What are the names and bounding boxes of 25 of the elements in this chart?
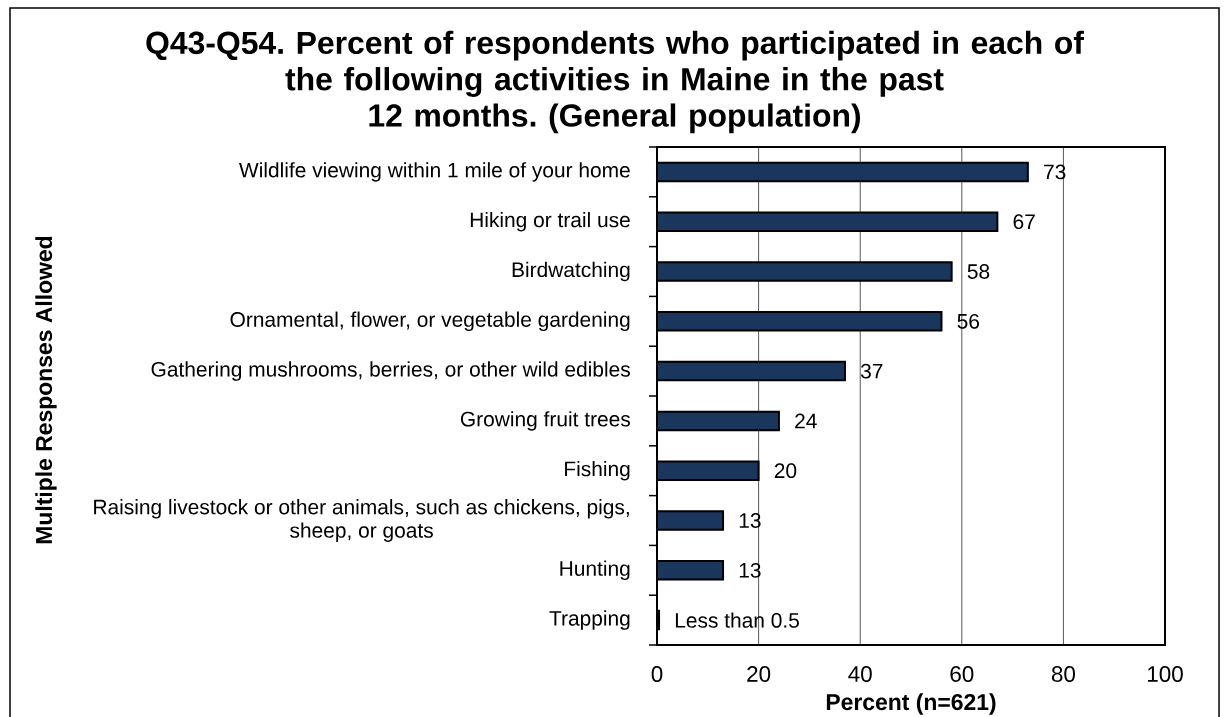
y-tick-label: Birdwatching — [512, 261, 630, 282]
data-label: 24 — [795, 413, 817, 429]
y-tick-label: Trapping — [549, 610, 630, 630]
data-label: 20 — [774, 463, 797, 479]
x-tick-label: 40 — [848, 666, 872, 682]
x-axis-title: Percent (n=621) — [826, 693, 996, 715]
y-tick-label: Gathering mushrooms, berries, or other wild edibles — [151, 361, 630, 381]
x-tick-label: 80 — [1051, 666, 1075, 682]
x-tick-label: 20 — [747, 666, 771, 682]
data-label: 37 — [860, 363, 883, 379]
y-tick-label: Ornamental, flower, or vegetable gardening — [230, 311, 630, 332]
data-label: 56 — [957, 313, 980, 329]
y-tick-label: Wildlife viewing within 1 mile of your home — [239, 162, 630, 182]
y-tick-label: Hunting — [560, 560, 630, 581]
data-label: 58 — [967, 264, 990, 279]
y-axis-title: Multiple Responses Allowed — [35, 236, 57, 544]
x-tick-label: 0 — [651, 666, 663, 682]
data-label: 67 — [1013, 214, 1035, 230]
chart-title: Q43-Q54. Percent of respondents who participated in each of the following activities in Maine in the past 12 months. (General population) — [146, 30, 1084, 134]
y-tick-label: Fishing — [565, 460, 630, 481]
y-tick-label: Growing fruit trees — [460, 411, 631, 431]
y-tick-label: Hiking or trail use — [470, 211, 630, 232]
x-tick-label: 100 — [1148, 666, 1183, 682]
y-tick-label: Raising livestock or other animals, such as chickens, pigs, sheep, or goats — [94, 499, 629, 542]
x-tick-label: 60 — [950, 666, 974, 682]
